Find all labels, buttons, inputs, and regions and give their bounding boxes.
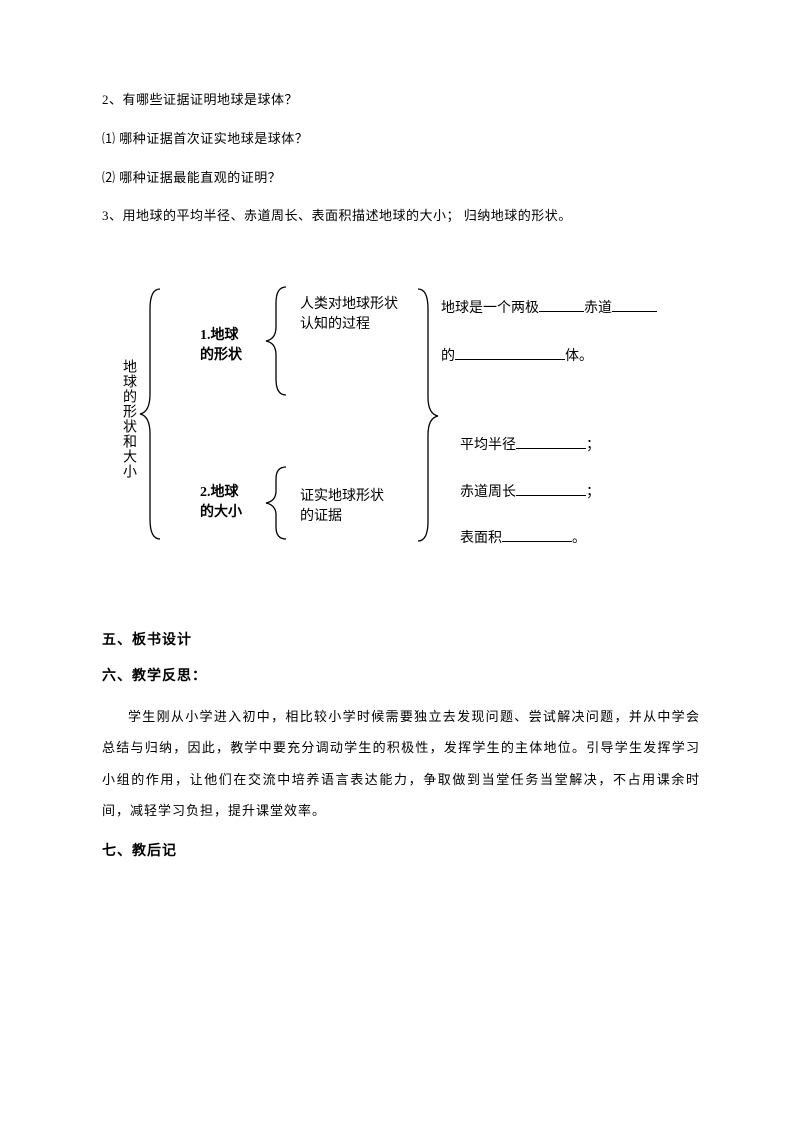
question-3: 3、用地球的平均半径、赤道周长、表面积描述地球的大小； 归纳地球的形状。 xyxy=(102,206,700,227)
semicolon-2: ； xyxy=(586,485,600,500)
reflection-paragraph: 学生刚从小学进入初中，相比较小学时候需要独立去发现问题、尝试解决问题，并从中学会… xyxy=(102,701,700,826)
node-shape-l2: 的形状 xyxy=(200,348,242,363)
node-shape-l1: 1.地球 xyxy=(200,328,239,343)
node-size-l2: 的大小 xyxy=(200,505,242,520)
fill-equator-word: 赤道 xyxy=(584,301,612,316)
fill-area-label: 表面积 xyxy=(460,531,502,546)
node-process-l2: 认知的过程 xyxy=(300,317,370,332)
node-size-l1: 2.地球 xyxy=(200,485,239,500)
fill-body-suffix: 体。 xyxy=(565,349,593,364)
node-process-l1: 人类对地球形状 xyxy=(300,297,398,312)
blank-1[interactable] xyxy=(539,298,584,312)
fill-equator-label: 赤道周长 xyxy=(460,485,516,500)
node-evidence-l2: 的证据 xyxy=(300,509,342,524)
blank-3[interactable] xyxy=(455,346,565,360)
node-evidence-l1: 证实地球形状 xyxy=(300,489,384,504)
fill-radius-label: 平均半径 xyxy=(460,438,516,453)
fill-body-prefix: 的 xyxy=(441,349,455,364)
question-2: 2、有哪些证据证明地球是球体？ xyxy=(102,90,700,111)
fill-area: 表面积 。 xyxy=(460,527,586,547)
fill-radius: 平均半径 ； xyxy=(460,434,600,454)
question-2-2: ⑵ 哪种证据最能直观的证明？ xyxy=(102,168,700,189)
blank-2[interactable] xyxy=(612,298,657,312)
period-1: 。 xyxy=(572,531,586,546)
root-label: 地球的形状和大小 xyxy=(121,359,137,479)
node-size: 2.地球 的大小 xyxy=(200,483,242,523)
section-5-title: 五、板书设计 xyxy=(102,629,700,649)
question-2-1: ⑴ 哪种证据首次证实地球是球体？ xyxy=(102,129,700,150)
node-process: 人类对地球形状 认知的过程 xyxy=(300,295,398,335)
fill-body: 的 体。 xyxy=(441,345,593,365)
node-shape: 1.地球 的形状 xyxy=(200,326,242,366)
fill-equator-length: 赤道周长 ； xyxy=(460,481,600,501)
blank-4[interactable] xyxy=(516,435,586,449)
concept-diagram: 地球的形状和大小 1.地球 的形状 2.地球 的大小 人类对地球形状 认知的过程… xyxy=(102,259,700,589)
blank-5[interactable] xyxy=(516,482,586,496)
section-7-title: 七、教后记 xyxy=(102,840,700,860)
semicolon-1: ； xyxy=(586,438,600,453)
blank-6[interactable] xyxy=(502,528,572,542)
fill-poles: 地球是一个两极 赤道 xyxy=(441,297,657,317)
node-evidence: 证实地球形状 的证据 xyxy=(300,487,384,527)
fill-poles-prefix: 地球是一个两极 xyxy=(441,301,539,316)
section-6-title: 六、教学反思： xyxy=(102,665,700,685)
